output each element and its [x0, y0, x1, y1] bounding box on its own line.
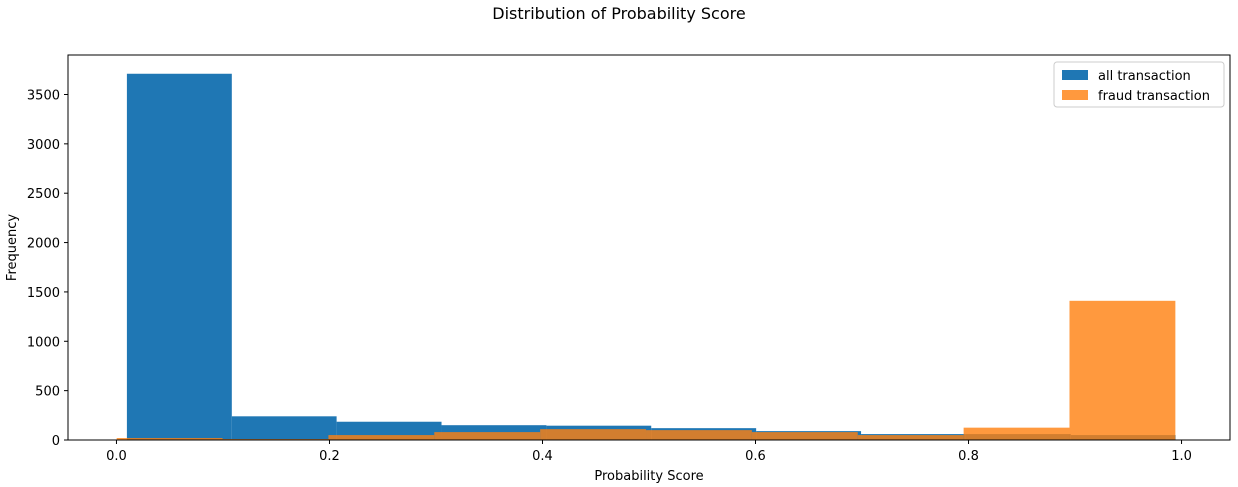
x-axis-label: Probability Score [594, 469, 703, 484]
x-tick-label: 1.0 [1171, 449, 1192, 464]
legend-swatch-fraud [1062, 90, 1088, 100]
x-axis-ticks: 0.0 0.2 0.4 0.6 0.8 1.0 [106, 440, 1192, 464]
y-tick-label: 0 [52, 434, 60, 449]
legend-swatch-all [1062, 70, 1088, 80]
bar-fraud-2 [328, 435, 435, 440]
bar-fraud-4 [540, 429, 647, 440]
x-tick-label: 0.0 [106, 449, 127, 464]
bars-layer [116, 73, 1176, 440]
x-tick-label: 0.8 [958, 449, 979, 464]
y-axis-label: Frequency [5, 214, 20, 281]
bar-fraud-8 [963, 427, 1070, 440]
bar-fraud-5 [646, 430, 752, 440]
legend: all transaction fraud transaction [1053, 61, 1225, 108]
y-tick-label: 500 [35, 385, 60, 400]
x-tick-label: 0.4 [532, 449, 553, 464]
y-tick-label: 1000 [27, 335, 60, 350]
bar-all-1 [231, 416, 337, 440]
x-tick-label: 0.6 [745, 449, 766, 464]
y-axis-ticks: 0 500 1000 1500 2000 2500 3000 3500 [27, 88, 68, 449]
y-tick-label: 1500 [27, 286, 60, 301]
y-tick-label: 3000 [27, 138, 60, 153]
legend-box [1053, 61, 1225, 108]
y-tick-label: 3500 [27, 88, 60, 103]
y-tick-label: 2500 [27, 187, 60, 202]
bar-fraud-7 [857, 435, 964, 440]
plot-frame [67, 54, 1231, 441]
bar-fraud-6 [751, 432, 858, 440]
bar-fraud-0 [116, 438, 223, 440]
legend-label-fraud: fraud transaction [1098, 89, 1210, 104]
bar-fraud-3 [434, 432, 541, 440]
bar-fraud-9 [1069, 300, 1176, 440]
bar-all-0 [126, 73, 232, 440]
legend-label-all: all transaction [1098, 69, 1191, 84]
y-tick-label: 2000 [27, 237, 60, 252]
x-tick-label: 0.2 [319, 449, 340, 464]
chart-title: Distribution of Probability Score [492, 4, 746, 23]
